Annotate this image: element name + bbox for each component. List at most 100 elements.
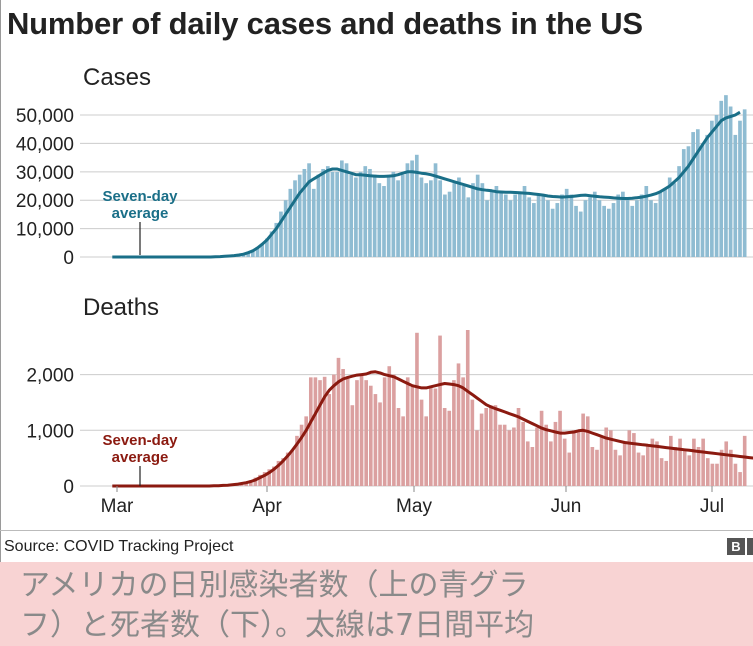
deaths-bar — [738, 472, 742, 486]
deaths-bar — [318, 380, 322, 486]
cases-bar — [517, 191, 522, 257]
deaths-bar — [493, 405, 498, 486]
deaths-bar — [549, 441, 553, 486]
deaths-bar — [613, 449, 618, 486]
deaths-bar — [535, 427, 539, 486]
deaths-bar — [405, 377, 410, 486]
cases-bar — [639, 194, 644, 257]
cases-bar — [288, 188, 293, 257]
deaths-bar — [355, 380, 359, 486]
deaths-bar — [465, 330, 470, 486]
cases-bar — [644, 186, 649, 257]
deaths-bar — [622, 441, 627, 486]
cases-bar — [592, 191, 597, 257]
cases-bar — [606, 208, 611, 257]
deaths-bar — [525, 441, 530, 486]
deaths-bar — [336, 357, 341, 486]
cases-bar — [653, 203, 658, 257]
cases-y-tick-label: 10,000 — [16, 220, 74, 241]
deaths-y-tick-labels: 0 1,000 2,000 — [26, 366, 74, 498]
x-tick-label: Jul — [700, 496, 724, 517]
cases-bar — [265, 238, 269, 257]
cases-bar — [733, 134, 738, 257]
cases-bar — [738, 120, 742, 257]
deaths-bar — [382, 377, 387, 486]
deaths-bar — [585, 416, 590, 486]
cases-bar — [710, 120, 714, 257]
cases-bar — [382, 186, 386, 257]
deaths-bar — [452, 380, 456, 486]
cases-panel: Cases 0 10,000 20,000 30,000 40,000 50,000 Se… — [16, 64, 753, 269]
cases-y-tick-label: 20,000 — [16, 191, 74, 212]
deaths-bar — [401, 416, 405, 486]
deaths-bar — [512, 427, 516, 486]
cases-bar — [405, 163, 410, 257]
caption-box: アメリカの日別感染者数（上の青グラ フ）と死者数（下）。太線は7日間平均 — [0, 562, 753, 646]
deaths-bar — [724, 441, 729, 486]
deaths-bar — [544, 424, 549, 486]
cases-bar — [335, 171, 340, 257]
deaths-bar — [350, 405, 355, 486]
deaths-bar — [599, 435, 604, 486]
deaths-bar — [664, 460, 669, 486]
footer-divider — [0, 530, 753, 531]
cases-bar — [274, 222, 279, 257]
cases-bar — [311, 188, 316, 257]
deaths-bar — [710, 463, 715, 486]
deaths-bar — [530, 447, 535, 486]
left-border — [0, 0, 1, 562]
deaths-bar — [424, 416, 428, 486]
cases-bar — [354, 177, 358, 257]
deaths-y-tick-label: 1,000 — [26, 421, 74, 442]
deaths-bar — [636, 452, 641, 486]
cases-bar — [663, 188, 667, 257]
deaths-y-tick-label: 0 — [63, 477, 74, 498]
cases-bar — [602, 205, 606, 257]
chart-canvas: Cases 0 10,000 20,000 30,000 40,000 50,000 Se… — [16, 64, 753, 517]
deaths-bar — [281, 458, 285, 486]
deaths-bar — [502, 424, 507, 486]
cases-bar — [578, 211, 583, 257]
cases-bar — [611, 203, 616, 257]
deaths-bar — [442, 408, 447, 486]
cases-bar — [630, 205, 635, 257]
cases-bars — [213, 95, 747, 258]
cases-bar — [564, 188, 569, 257]
cases-bar — [527, 197, 532, 257]
cases-bar — [546, 200, 550, 257]
cases-bar — [358, 171, 363, 257]
cases-bar — [307, 163, 311, 257]
cases-bar — [574, 205, 578, 257]
deaths-bar — [308, 377, 313, 486]
cases-bar — [691, 132, 695, 257]
cases-bar — [489, 191, 494, 257]
deaths-bars — [212, 330, 747, 486]
cases-bar — [316, 174, 321, 257]
deaths-bar — [364, 380, 368, 486]
deaths-bar — [359, 374, 364, 486]
deaths-bar — [475, 430, 479, 486]
cases-bar — [541, 194, 546, 257]
cases-bar — [457, 177, 461, 257]
bbc-logo-block — [747, 538, 753, 555]
deaths-bar — [733, 463, 738, 486]
deaths-bar — [558, 410, 562, 486]
deaths-bar — [701, 438, 705, 486]
deaths-bar — [696, 447, 701, 486]
deaths-bar — [341, 369, 345, 486]
cases-bar — [700, 143, 705, 257]
cases-bar — [391, 171, 396, 257]
deaths-bar — [604, 427, 609, 486]
deaths-bar — [378, 402, 382, 486]
deaths-bar — [673, 447, 678, 486]
deaths-bar — [470, 399, 475, 486]
cases-bar — [429, 180, 433, 257]
cases-bar — [400, 174, 405, 257]
deaths-bar — [669, 435, 673, 486]
x-tick-label: May — [396, 496, 432, 517]
cases-bar — [499, 191, 503, 257]
deaths-bar — [304, 416, 308, 486]
deaths-y-tick-label: 2,000 — [26, 366, 74, 387]
deaths-bar — [429, 385, 433, 486]
cases-bar — [695, 129, 700, 257]
